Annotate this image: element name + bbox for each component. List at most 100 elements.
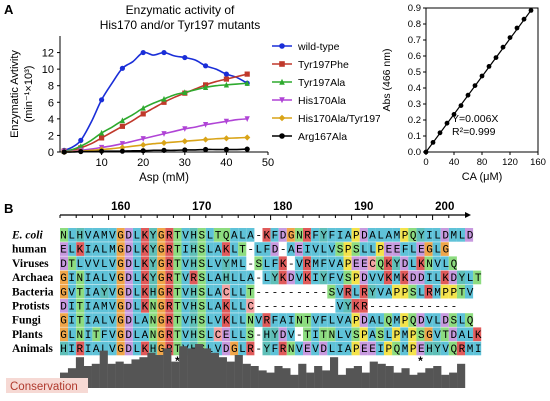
legend-marker-5: [279, 133, 285, 139]
residue-cell: [132, 256, 141, 271]
data-point-5: [223, 146, 229, 153]
residue-cell: [448, 313, 457, 327]
data-point-4: [223, 135, 230, 142]
residue-cell: [311, 242, 320, 256]
residue-cell: [124, 270, 133, 285]
residue-cell: [440, 341, 449, 356]
y-tick-label: 0.1: [408, 131, 421, 142]
residue-cell: [100, 327, 109, 342]
residue-cell: [92, 284, 101, 299]
series-line-5: [64, 148, 248, 153]
conservation-bar: [337, 374, 347, 388]
residue-cell: [92, 228, 101, 242]
residue-cell: [124, 313, 133, 327]
residue-cell: [141, 299, 150, 313]
conservation-bar: [457, 363, 466, 388]
conservation-bar: [99, 350, 108, 388]
residue-cell: [262, 341, 271, 356]
residue-cell: [84, 284, 93, 299]
residue-cell: [124, 284, 133, 299]
residue-cell: [181, 228, 190, 242]
residue-cell: [246, 313, 255, 327]
residue-cell: [327, 341, 336, 356]
residue-cell: [278, 341, 287, 356]
conservation-label-bg: [6, 378, 88, 393]
residue-cell: [246, 270, 255, 285]
residue-cell: [68, 313, 77, 327]
residue-cell: [408, 242, 417, 256]
residue-cell: [367, 228, 376, 242]
conservation-bar: [393, 372, 402, 388]
residue-cell: [319, 341, 328, 356]
legend-marker-1: [279, 61, 285, 67]
residue-cell: [424, 242, 433, 256]
residue-cell: [60, 313, 69, 327]
residue-cell: [384, 228, 393, 242]
residue-cell: [351, 299, 360, 313]
residue-cell: [205, 242, 214, 256]
residue-cell: [392, 313, 401, 327]
residue-cell: [222, 327, 231, 342]
residue-cell: [238, 341, 247, 356]
residue-cell: [173, 299, 182, 313]
data-point: [486, 64, 492, 69]
residue-cell: [108, 256, 117, 271]
residue-cell: [303, 313, 312, 327]
data-point-2: [203, 84, 209, 90]
y-tick-label: 0.5: [408, 67, 421, 78]
residue-cell: [327, 242, 336, 256]
residue-cell: [432, 228, 441, 242]
residue-cell: [473, 341, 482, 356]
residue-cell: [230, 242, 239, 256]
residue-cell: [116, 299, 125, 313]
sequence-4: GVTIAYVGDLKHGRTVHSLACLLT---------SVRLRYV…: [60, 287, 473, 299]
residue-cell: [108, 228, 117, 242]
residue-cell: [60, 284, 69, 299]
residue-cell: [189, 327, 198, 342]
residue-cell: [238, 284, 247, 299]
residue-cell: [189, 284, 198, 299]
residue-cell: [254, 313, 263, 327]
residue-cell: [181, 256, 190, 271]
residue-cell: [230, 284, 239, 299]
residue-cell: [149, 242, 158, 256]
residue-cell: [205, 299, 214, 313]
residue-cell: [222, 242, 231, 256]
data-point-5: [161, 147, 167, 153]
residue-cell: [319, 270, 328, 285]
residue-cell: [246, 299, 255, 313]
x-tick-label: 10: [95, 157, 107, 169]
conservation-bar: [353, 366, 362, 388]
data-point-0: [203, 63, 209, 69]
chart-title: Enzymatic activity of His170 and/or Tyr1…: [60, 3, 300, 33]
residue-cell: [432, 270, 441, 285]
sequence-name-6: Fungi: [12, 315, 42, 327]
legend-marker-4: [278, 114, 286, 122]
residue-cell: [213, 284, 222, 299]
residue-cell: [367, 284, 376, 299]
series-line-1: [64, 73, 248, 152]
residue-cell: [222, 228, 231, 242]
data-point-3: [182, 126, 188, 132]
residue-cell: [424, 228, 433, 242]
residue-cell: [424, 270, 433, 285]
residue-cell: [400, 242, 409, 256]
residue-cell: [416, 228, 425, 242]
residue-cell: [416, 242, 425, 256]
residue-cell: [343, 313, 352, 327]
residue-cell: [124, 299, 133, 313]
residue-cell: [92, 256, 101, 271]
conservation-bar: [107, 363, 116, 388]
y-axis-label: Abs (466 nm): [381, 48, 393, 111]
legend-marker-3: [279, 97, 285, 104]
residue-cell: [116, 327, 125, 342]
data-point: [514, 25, 520, 31]
residue-cell: [294, 242, 303, 256]
sequence-7: GLNITFVGDLANGRTVHSLCELLS-HYDV-TITNLVSPAS…: [60, 330, 482, 342]
conservation-bar: [131, 359, 140, 388]
data-point-2: [119, 117, 125, 124]
conservation-bar: [258, 370, 267, 388]
residue-cell: [335, 228, 344, 242]
data-point-3: [244, 116, 250, 122]
data-point: [521, 16, 527, 22]
